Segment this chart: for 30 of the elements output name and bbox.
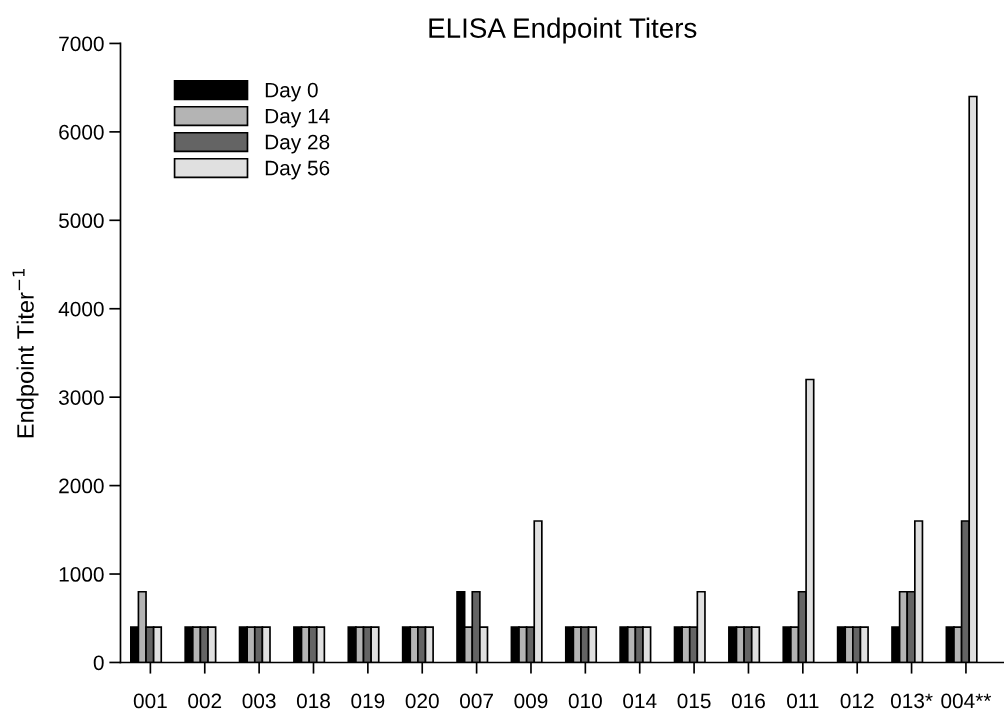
x-tick-label: 016 (731, 693, 765, 709)
y-tick-label: 6000 (59, 124, 104, 140)
legend-label: Day 0 (265, 82, 318, 102)
legend-label: Day 56 (265, 160, 330, 180)
y-tick-label: 3000 (58, 390, 104, 405)
legend-label: Day 14 (265, 108, 330, 128)
legend-label: Day 28 (265, 134, 330, 154)
x-tick-label: 003 (242, 693, 276, 709)
y-tick-label: 4000 (58, 301, 104, 317)
y-tick-label: 5000 (59, 213, 104, 229)
x-tick-label: 004** (941, 693, 992, 709)
x-tick-label: 001 (133, 693, 167, 709)
x-tick-label: 014 (623, 693, 657, 709)
y-tick-label: 0 (93, 655, 104, 671)
x-tick-label: 018 (296, 693, 330, 709)
x-tick-label: 019 (351, 693, 385, 709)
x-tick-label: 011 (787, 693, 819, 709)
x-tick-label: 013* (890, 693, 933, 709)
chart-title: ELISA Endpoint Titers (429, 17, 697, 44)
x-tick-label: 002 (188, 693, 222, 709)
x-tick-label: 009 (514, 693, 548, 709)
y-tick-label: 7000 (59, 36, 104, 52)
x-tick-label: 015 (677, 693, 711, 709)
x-tick-label: 020 (405, 693, 439, 709)
x-tick-label: 012 (840, 693, 874, 709)
y-axis-title: Endpoint Titer$^{−1}$ (12, 269, 39, 438)
x-tick-label: 007 (460, 693, 493, 709)
y-tick-label: 2000 (59, 478, 104, 494)
x-tick-label: 010 (568, 693, 602, 709)
y-tick-label: 1000 (59, 567, 104, 582)
